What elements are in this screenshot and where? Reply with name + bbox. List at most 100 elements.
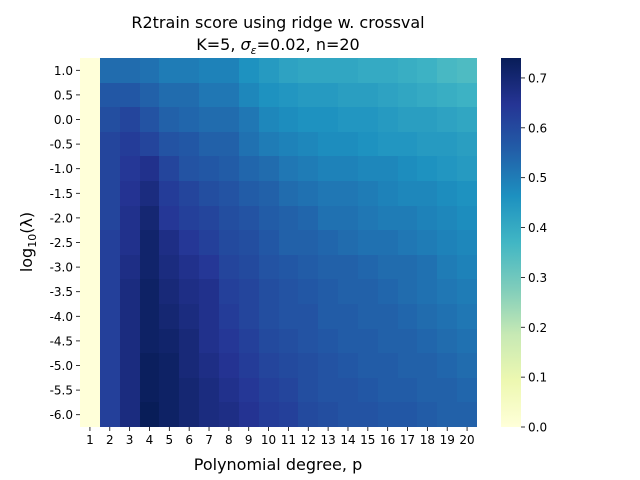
heatmap-cell: [259, 255, 279, 279]
heatmap-cell: [358, 402, 378, 427]
heatmap-cell: [378, 107, 398, 132]
heatmap-cell: [199, 181, 219, 206]
heatmap-cell: [259, 181, 279, 206]
heatmap-cell: [199, 353, 219, 378]
heatmap-cell: [100, 132, 120, 156]
colorbar-ticks: 0.0 0.1 0.2 0.3 0.4 0.5 0.6 0.7: [521, 71, 547, 435]
heatmap-cell: [100, 206, 120, 230]
heatmap-cell: [120, 353, 140, 378]
heatmap-cell: [398, 255, 417, 279]
heatmap-cell: [398, 156, 417, 181]
heatmap-cell: [120, 255, 140, 279]
heatmap-cell: [318, 156, 338, 181]
x-tick-label: 3: [126, 433, 134, 447]
heatmap-cell: [417, 206, 437, 230]
heatmap-cell: [437, 107, 457, 132]
y-tick-label: 1.0: [54, 64, 73, 78]
heatmap-cell: [100, 255, 120, 279]
heatmap-cell: [259, 230, 279, 255]
heatmap-cell: [219, 206, 239, 230]
heatmap-cell: [199, 132, 219, 156]
heatmap-cell: [219, 353, 239, 378]
heatmap-cell: [457, 58, 477, 83]
colorbar-tick-label: 0.3: [528, 271, 547, 285]
heatmap-cell: [140, 329, 159, 353]
heatmap-cell: [140, 181, 159, 206]
heatmap-cell: [80, 206, 100, 230]
heatmap-cell: [338, 329, 358, 353]
heatmap-cell: [120, 329, 140, 353]
heatmap-cell: [437, 255, 457, 279]
heatmap-cell: [120, 83, 140, 107]
heatmap-cell: [179, 304, 199, 329]
heatmap-cell: [199, 402, 219, 427]
heatmap-cell: [100, 304, 120, 329]
heatmap-cell: [398, 353, 417, 378]
x-tick-label: 6: [185, 433, 193, 447]
heatmap-cell: [358, 279, 378, 304]
heatmap-cell: [80, 83, 100, 107]
heatmap-cell: [318, 206, 338, 230]
heatmap-cell: [199, 206, 219, 230]
heatmap-cell: [159, 353, 179, 378]
heatmap-cell: [100, 279, 120, 304]
heatmap-cell: [199, 83, 219, 107]
x-tick-label: 9: [245, 433, 253, 447]
heatmap-cell: [199, 279, 219, 304]
heatmap-cell: [358, 83, 378, 107]
heatmap-cell: [80, 304, 100, 329]
heatmap-cell: [140, 58, 159, 83]
heatmap-cell: [120, 181, 140, 206]
heatmap-cell: [179, 255, 199, 279]
heatmap-cell: [259, 304, 279, 329]
heatmap-cell: [80, 353, 100, 378]
heatmap-cell: [259, 107, 279, 132]
heatmap-cell: [199, 329, 219, 353]
heatmap-cell: [318, 255, 338, 279]
heatmap-cell: [140, 107, 159, 132]
heatmap-cell: [398, 329, 417, 353]
heatmap-cell: [239, 329, 259, 353]
heatmap-cell: [219, 83, 239, 107]
heatmap-cell: [318, 304, 338, 329]
heatmap-cell: [298, 58, 318, 83]
heatmap-cell: [298, 279, 318, 304]
heatmap-cell: [80, 279, 100, 304]
heatmap-cell: [298, 255, 318, 279]
y-tick-label: -5.0: [50, 359, 73, 373]
heatmap-cell: [159, 402, 179, 427]
heatmap-cell: [417, 58, 437, 83]
heatmap-cell: [417, 378, 437, 402]
heatmap-cell: [219, 181, 239, 206]
colorbar-tick-label: 0.7: [528, 71, 547, 85]
heatmap-cell: [338, 353, 358, 378]
heatmap-cell: [417, 255, 437, 279]
heatmap-cell: [259, 156, 279, 181]
heatmap-cell: [219, 230, 239, 255]
heatmap-cell: [179, 58, 199, 83]
heatmap-cell: [457, 378, 477, 402]
heatmap-cell: [279, 58, 298, 83]
heatmap-cell: [159, 181, 179, 206]
heatmap-cell: [378, 329, 398, 353]
heatmap-cell: [179, 107, 199, 132]
x-tick-label: 4: [146, 433, 154, 447]
heatmap-cell: [398, 402, 417, 427]
heatmap-cell: [398, 181, 417, 206]
heatmap-cell: [120, 132, 140, 156]
heatmap-cell: [298, 107, 318, 132]
heatmap-cell: [279, 107, 298, 132]
heatmap-cell: [378, 83, 398, 107]
heatmap-cell: [179, 230, 199, 255]
heatmap-cell: [318, 83, 338, 107]
heatmap-cell: [279, 206, 298, 230]
heatmap-cell: [179, 156, 199, 181]
heatmap-cell: [457, 353, 477, 378]
heatmap-cell: [318, 58, 338, 83]
heatmap-cell: [378, 255, 398, 279]
heatmap-cell: [279, 304, 298, 329]
heatmap-cell: [80, 230, 100, 255]
heatmap-cell: [437, 230, 457, 255]
heatmap-cell: [100, 378, 120, 402]
heatmap-cell: [120, 378, 140, 402]
